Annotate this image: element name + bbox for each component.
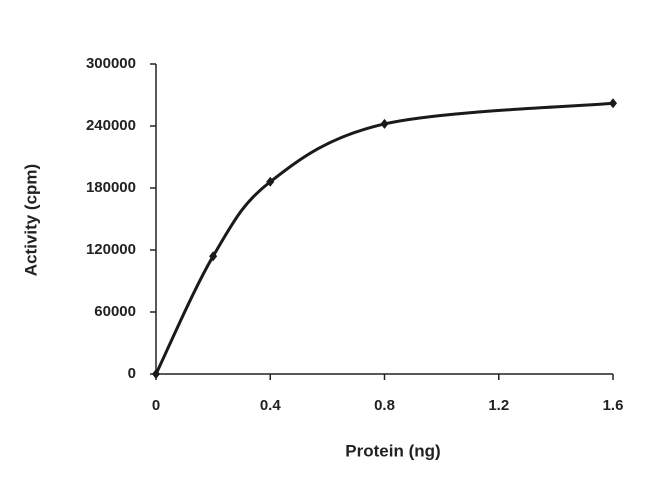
y-tick-label: 120000 [86,241,136,258]
x-tick-label: 0.4 [260,397,282,414]
x-tick-label: 0.8 [374,397,395,414]
data-point [609,98,617,109]
data-point [209,251,218,262]
y-tick-label: 0 [128,365,136,382]
y-tick-label: 180000 [86,179,136,196]
data-point [152,369,160,379]
data-point [266,176,275,187]
data-line [154,101,614,375]
data-point [380,118,389,129]
y-axis-title: Activity (cpm) [21,164,40,276]
x-tick-label: 0 [152,397,160,414]
y-tick-label: 300000 [86,55,136,72]
x-tick-label: 1.2 [488,397,509,414]
y-tick-label: 60000 [94,303,136,320]
y-tick-label: 240000 [86,117,136,134]
x-axis-title: Protein (ng) [345,441,440,460]
x-tick-label: 1.6 [603,397,624,414]
